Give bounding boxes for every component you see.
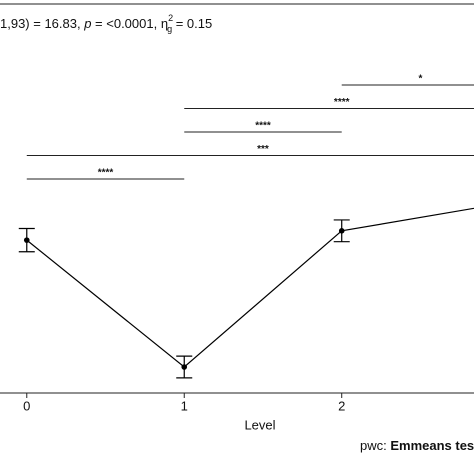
subtitle: 1,93) = 16.83, p = <0.0001, η2 g = 0.15 <box>0 13 212 34</box>
subtitle-part: p <box>83 16 91 31</box>
caption-part: pwc: <box>360 438 390 453</box>
subtitle-part: = 0.15 <box>172 16 212 31</box>
x-tick-label: 1 <box>181 398 188 413</box>
caption-part: Emmeans test <box>390 438 474 453</box>
point <box>181 364 188 370</box>
comparison-label: * <box>419 74 423 85</box>
plot-area <box>18 207 474 379</box>
x-tick-label: 0 <box>23 398 30 413</box>
comparison-label: *** <box>257 144 269 155</box>
caption: pwc: Emmeans test <box>360 438 474 453</box>
subtitle-part: g <box>167 24 172 34</box>
comparison-label: **** <box>334 97 350 108</box>
x-tick-label: 2 <box>338 398 345 413</box>
x-axis-title: Level <box>244 417 275 432</box>
subtitle-part: 1,93) = 16.83, <box>0 16 84 31</box>
subtitle-part: = <0.0001, η <box>91 16 168 31</box>
line <box>26 207 474 368</box>
comparison-label: **** <box>255 121 271 132</box>
point <box>23 237 30 243</box>
comparison-label: **** <box>98 168 114 179</box>
subtitle-part: 2 <box>168 13 173 23</box>
point <box>338 228 345 234</box>
